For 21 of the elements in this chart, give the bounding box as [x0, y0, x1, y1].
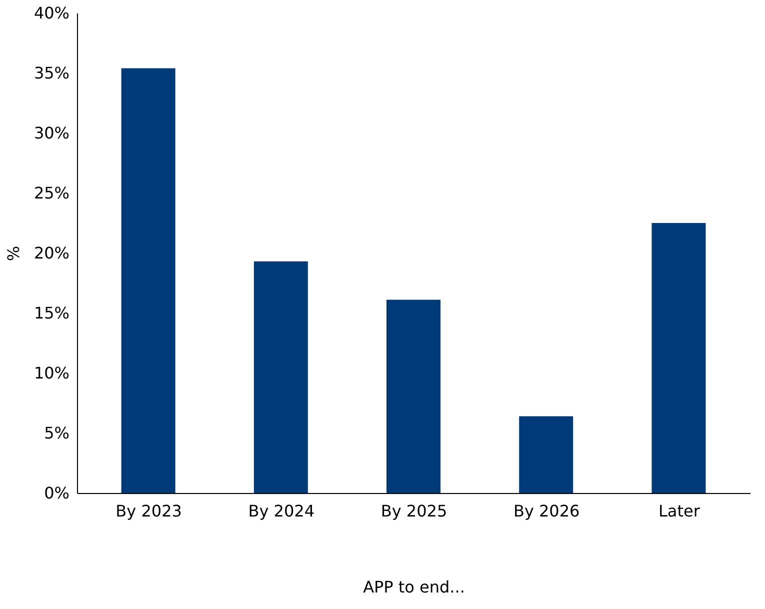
x-axis-title: APP to end...: [363, 578, 465, 596]
y-axis-title: %: [4, 246, 23, 262]
y-tick-label: 30%: [34, 124, 70, 142]
bar: [254, 261, 308, 493]
x-tick-label: By 2026: [513, 502, 580, 520]
y-tick-label: 10%: [34, 364, 70, 382]
x-tick-label: By 2025: [380, 502, 448, 520]
y-tick-label: 5%: [44, 424, 70, 442]
y-tick-label: 40%: [34, 4, 70, 22]
x-tick-label: Later: [658, 502, 700, 520]
y-tick-label: 0%: [44, 484, 70, 502]
y-tick-label: 35%: [34, 64, 70, 82]
y-tick-label: 15%: [34, 304, 70, 322]
bar: [652, 223, 706, 493]
bar: [519, 416, 574, 493]
x-tick-label: By 2024: [248, 502, 315, 520]
y-tick-label: 25%: [34, 184, 70, 202]
bar: [121, 68, 176, 493]
bar: [386, 300, 440, 493]
y-tick-label: 20%: [34, 244, 70, 262]
x-tick-label: By 2023: [116, 502, 182, 520]
